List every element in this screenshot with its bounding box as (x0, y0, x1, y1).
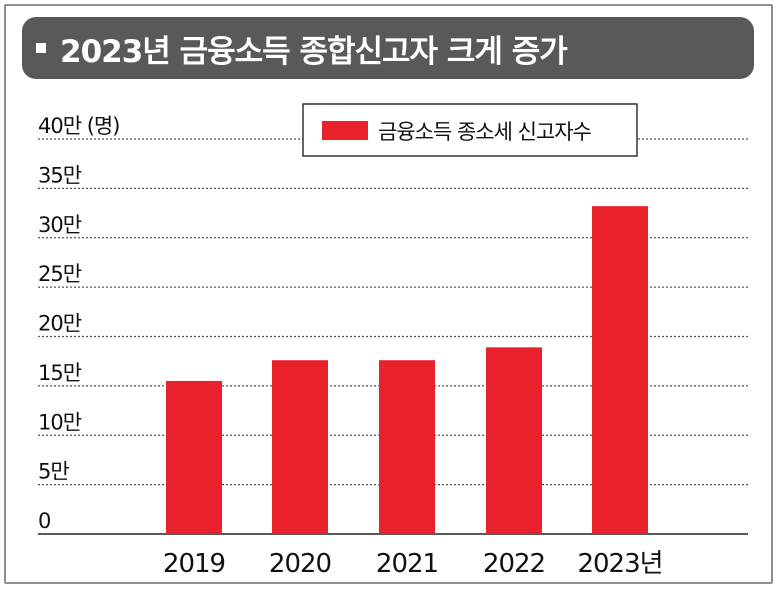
y-tick-label: 35만 (38, 163, 82, 187)
x-tick-label: 2020 (269, 549, 331, 579)
y-axis-ticks: 0 5만 10만 15만 20만 25만 30만 35만 40만 (명) (38, 114, 120, 533)
legend: 금융소득 종소세 신고자수 (302, 103, 638, 157)
y-tick-label: 15만 (38, 361, 82, 385)
y-tick-label: 40만 (명) (38, 114, 119, 138)
x-tick-label: 2023년 (577, 549, 662, 579)
bar-2020 (272, 360, 328, 534)
bar-2023년 (592, 206, 648, 534)
x-tick-label: 2021 (376, 549, 438, 579)
bar-2021 (379, 360, 435, 534)
y-tick-label: 30만 (38, 213, 82, 237)
x-tick-label: 2022 (483, 549, 545, 579)
title-bar: 2023년 금융소득 종합신고자 크게 증가 (22, 17, 754, 79)
chart-title: 2023년 금융소득 종합신고자 크게 증가 (60, 33, 568, 70)
y-tick-label: 25만 (38, 262, 82, 286)
y-tick-label: 20만 (38, 312, 82, 336)
bar-2019 (166, 380, 222, 534)
bar-2022 (486, 347, 542, 534)
square-bullet-icon (36, 43, 46, 53)
y-tick-label: 5만 (38, 460, 69, 484)
bars (166, 206, 648, 534)
legend-label: 금융소득 종소세 신고자수 (378, 120, 592, 144)
x-axis-ticks: 2019 2020 2021 2022 2023년 (163, 549, 664, 579)
y-tick-label: 0 (38, 509, 50, 533)
x-tick-label: 2019 (163, 549, 225, 579)
y-tick-label: 10만 (38, 410, 82, 434)
legend-swatch (322, 121, 368, 140)
